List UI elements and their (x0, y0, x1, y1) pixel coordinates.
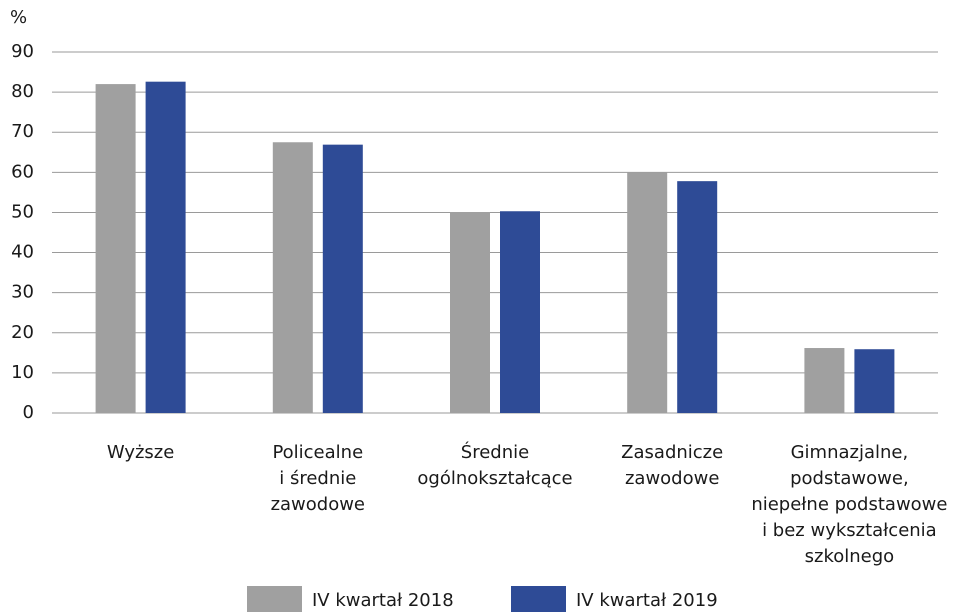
x-tick-label: Średnie ogólnokształcące (417, 441, 572, 489)
y-tick-label: 90 (11, 41, 34, 62)
x-tick-label: Zasadnicze zawodowe (621, 442, 723, 489)
y-tick-label: 10 (11, 362, 34, 383)
bar (627, 172, 668, 413)
y-tick-label: 70 (11, 121, 34, 142)
bar (854, 349, 895, 413)
bar (500, 211, 540, 413)
y-axis-label: % (10, 7, 27, 28)
y-tick-label: 20 (11, 322, 34, 343)
bar (95, 84, 136, 413)
legend-swatch (511, 586, 566, 612)
bar (145, 81, 186, 413)
x-tick-label: Gimnazjalne, podstawowe, niepełne podstawo… (751, 442, 947, 567)
legend-swatch (247, 586, 302, 612)
bar (804, 348, 845, 413)
y-tick-label: 80 (11, 81, 34, 102)
x-tick-label: Policealne i średnie zawodowe (271, 442, 365, 515)
legend-label: IV kwartał 2019 (576, 590, 718, 611)
bar (272, 142, 313, 413)
bar (450, 212, 490, 413)
bar (677, 181, 718, 413)
y-tick-label: 0 (23, 402, 34, 423)
bar (322, 144, 363, 413)
y-tick-label: 30 (11, 282, 34, 303)
legend-label: IV kwartał 2018 (312, 590, 454, 611)
y-tick-label: 60 (11, 161, 34, 182)
y-tick-label: 40 (11, 242, 34, 263)
x-tick-label: Wyższe (107, 442, 174, 463)
y-tick-label: 50 (11, 201, 34, 222)
